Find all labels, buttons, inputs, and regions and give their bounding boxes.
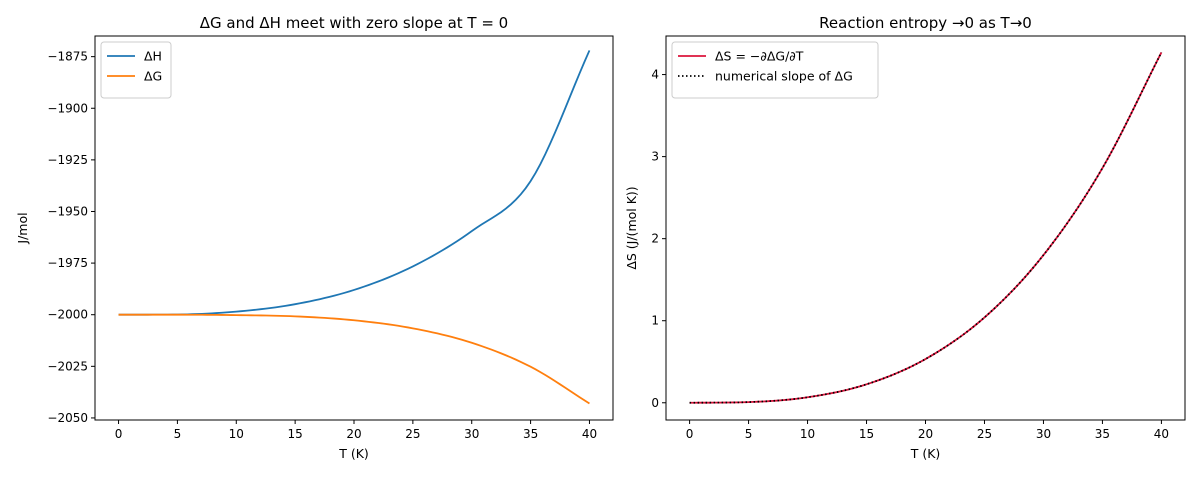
legend-label-2: numerical slope of ΔG xyxy=(715,69,853,84)
legend: ΔH ΔG xyxy=(100,41,172,99)
x-tick-label: 20 xyxy=(918,427,933,441)
chart-right-entropy: Reaction entropy →0 as T→00 5 10 15 20 25 30 35… xyxy=(624,14,1186,461)
x-tick-label: 15 xyxy=(859,427,874,441)
y-tick-label: 3 xyxy=(651,150,659,164)
x-tick-label: 25 xyxy=(977,427,992,441)
x-tick-label: 40 xyxy=(1154,427,1169,441)
x-tick-label: 35 xyxy=(1095,427,1110,441)
y-axis-label: J/mol xyxy=(15,212,30,244)
x-tick-label: 20 xyxy=(346,427,361,441)
y-axis-label: ΔS (J/(mol K)) xyxy=(624,186,639,269)
y-tick-label: −1925 xyxy=(47,153,88,167)
x-tick-label: 0 xyxy=(115,427,123,441)
x-tick-label: 10 xyxy=(229,427,244,441)
chart-title: ΔG and ΔH meet with zero slope at T = 0 xyxy=(200,14,508,32)
y-tick-label: −1975 xyxy=(47,256,88,270)
x-tick-label: 30 xyxy=(464,427,479,441)
x-tick-label: 15 xyxy=(287,427,302,441)
y-tick-label: 2 xyxy=(651,232,659,246)
chart-left-energy: ΔG and ΔH meet with zero slope at T = 0 0… xyxy=(15,14,614,461)
x-tick-label: 10 xyxy=(800,427,815,441)
series-line-2 xyxy=(118,313,590,405)
legend-label-1: ΔS = −∂ΔG/∂T xyxy=(715,49,804,64)
y-tick-label: −1875 xyxy=(47,50,88,64)
y-tick-label: −2050 xyxy=(47,411,88,425)
y-tick-label: −1950 xyxy=(47,204,88,218)
series-line-2 xyxy=(689,52,1163,404)
x-axis-label: T (K) xyxy=(338,446,369,461)
legend: ΔS = −∂ΔG/∂T numerical slope of ΔG xyxy=(671,41,879,99)
y-tick-label: −2025 xyxy=(47,359,88,373)
x-tick-label: 25 xyxy=(405,427,420,441)
y-tick-label: −1900 xyxy=(47,101,88,115)
chart-title: Reaction entropy →0 as T→0 xyxy=(819,14,1032,32)
legend-label-2: ΔG xyxy=(144,69,162,84)
x-tick-label: 5 xyxy=(174,427,182,441)
x-tick-label: 30 xyxy=(1036,427,1051,441)
x-tick-label: 35 xyxy=(523,427,538,441)
y-tick-label: 4 xyxy=(651,68,659,82)
x-tick-label: 0 xyxy=(686,427,694,441)
x-tick-label: 40 xyxy=(582,427,597,441)
legend-label-1: ΔH xyxy=(144,49,162,64)
y-tick-label: 0 xyxy=(651,396,659,410)
y-tick-label: 1 xyxy=(651,314,659,328)
legend-box xyxy=(671,41,879,99)
y-tick-label: −2000 xyxy=(47,308,88,322)
x-axis-label: T (K) xyxy=(910,446,941,461)
x-tick-label: 5 xyxy=(745,427,753,441)
